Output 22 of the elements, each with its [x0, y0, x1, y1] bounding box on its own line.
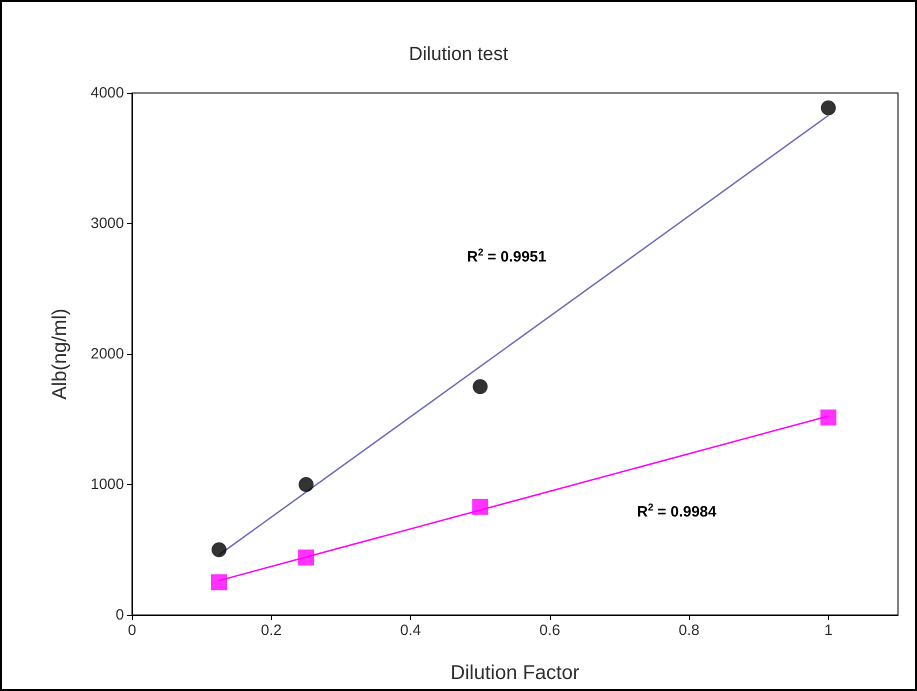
y-tick-label: 2000 [90, 346, 124, 362]
chart-title: Dilution test [408, 44, 509, 65]
x-tick-label: 0.2 [260, 622, 282, 639]
point [820, 100, 836, 116]
point [820, 410, 836, 426]
x-tick-label: 0 [128, 622, 136, 639]
point [472, 498, 488, 515]
x-axis-title: Dilution Factor [450, 662, 580, 684]
x-tick-label: 0.6 [539, 622, 560, 639]
point [298, 549, 314, 566]
point [211, 574, 228, 590]
x-tick-label: 1 [824, 622, 833, 639]
y-tick-label: 3000 [90, 215, 124, 232]
x-tick-label: 0.4 [400, 622, 421, 639]
point [472, 379, 488, 394]
y-tick-label: 4000 [90, 84, 124, 102]
y-axis-title: Alb(ng/ml) [49, 308, 71, 400]
point [212, 542, 227, 558]
y-tick-label: 1000 [90, 476, 124, 493]
point [298, 477, 314, 492]
x-tick-label: 0.8 [678, 622, 700, 639]
y-tick-label: 0 [116, 606, 124, 624]
